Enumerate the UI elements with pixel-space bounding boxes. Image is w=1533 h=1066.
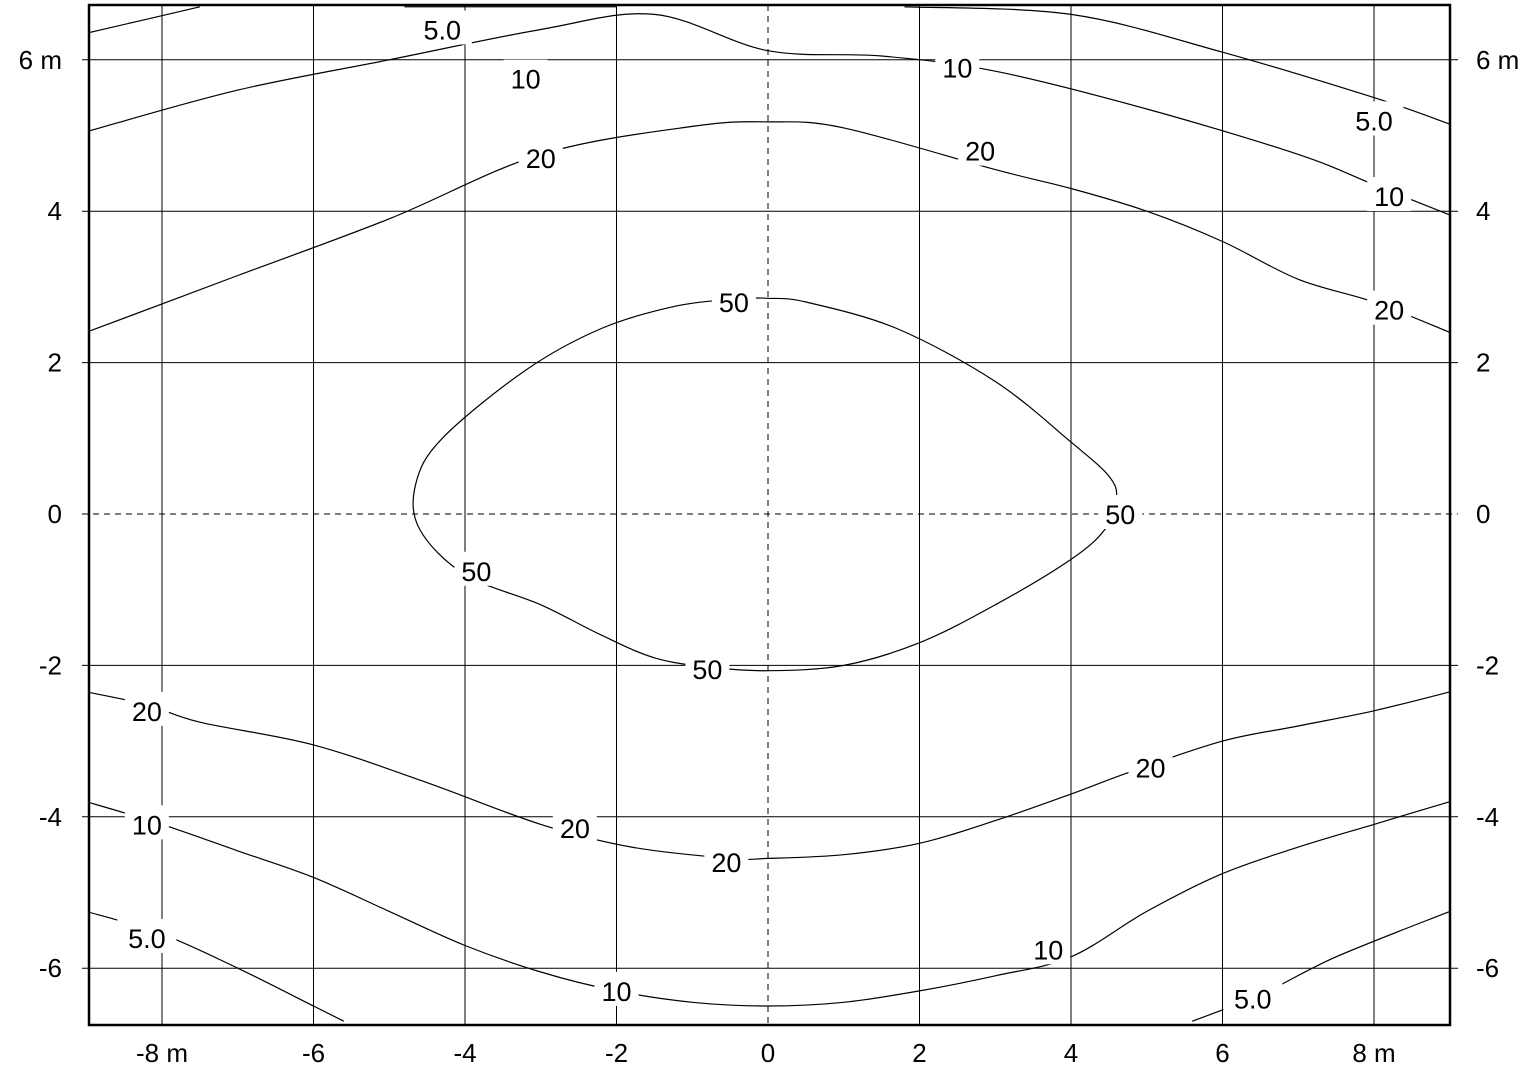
y-tick-label-right: -6 xyxy=(1476,953,1499,983)
contour-line-5-0 xyxy=(89,6,201,34)
contour-label-bg xyxy=(124,805,169,840)
contour-label: 10 xyxy=(511,65,541,95)
x-tick-label: 8 m xyxy=(1352,1038,1395,1066)
contour-label: 10 xyxy=(1374,182,1404,212)
contour-line-10 xyxy=(89,801,1450,1007)
y-tick-label-left: 0 xyxy=(48,499,62,529)
contour-line-20 xyxy=(89,121,1450,333)
contour-label-bg xyxy=(412,10,472,45)
y-tick-label-right: 2 xyxy=(1476,348,1490,378)
contour-labels: 5.0 10 10 5.0 20 20 10 20 50 50 50 50 20 20 10 20 20 5.0 1… xyxy=(117,10,1412,1014)
x-tick-label: 2 xyxy=(912,1038,926,1066)
contour-label: 50 xyxy=(692,655,722,685)
contour-label-bg xyxy=(935,48,980,83)
contour-label-bg xyxy=(685,650,730,685)
contour-label-bg xyxy=(1344,101,1404,136)
contour-label-bg xyxy=(503,59,548,94)
contour-line-50 xyxy=(412,297,1118,672)
contour-label: 20 xyxy=(711,848,741,878)
contour-label-bg xyxy=(124,691,169,726)
contour-label-bg xyxy=(704,843,749,878)
contour-label: 20 xyxy=(965,137,995,167)
contour-label: 20 xyxy=(132,697,162,727)
contour-label-bg xyxy=(958,131,1003,166)
y-tick-label-right: -4 xyxy=(1476,802,1499,832)
contour-label-bg xyxy=(1367,177,1412,212)
x-tick-label: -8 m xyxy=(136,1038,188,1066)
grid-lines xyxy=(82,5,1458,1025)
contour-label: 20 xyxy=(1374,296,1404,326)
contour-label: 10 xyxy=(1033,935,1063,965)
y-tick-label-right: -2 xyxy=(1476,650,1499,680)
contour-label-bg xyxy=(454,551,499,586)
contour-lines xyxy=(89,6,1450,1022)
contour-label: 10 xyxy=(132,810,162,840)
contour-label: 50 xyxy=(461,557,491,587)
plot-frame xyxy=(87,3,1452,1027)
y-tick-label-left: 2 xyxy=(48,348,62,378)
contour-label: 10 xyxy=(601,977,631,1007)
contour-label: 20 xyxy=(526,144,556,174)
contour-label: 5.0 xyxy=(128,924,166,954)
contour-label-bg xyxy=(1223,979,1283,1014)
contour-label-bg xyxy=(711,283,756,318)
contour-label: 5.0 xyxy=(1234,984,1272,1014)
y-tick-label-left: -4 xyxy=(39,802,62,832)
contour-line-10 xyxy=(89,13,1450,216)
contour-label-bg xyxy=(1026,930,1071,965)
y-tick-label-right: 0 xyxy=(1476,499,1490,529)
y-tick-label-left: -6 xyxy=(39,953,62,983)
x-tick-label: -2 xyxy=(605,1038,628,1066)
contour-label: 20 xyxy=(1136,754,1166,784)
contour-label: 5.0 xyxy=(1355,106,1393,136)
contour-label-bg xyxy=(1098,495,1143,529)
contour-label: 50 xyxy=(1105,500,1135,530)
contour-label-bg xyxy=(1128,748,1173,783)
contour-label-bg xyxy=(1367,290,1412,325)
contour-line-20 xyxy=(89,691,1450,861)
y-tick-label-right: 4 xyxy=(1476,196,1490,226)
y-tick-label-left: 6 m xyxy=(19,45,62,75)
contour-label-bg xyxy=(117,918,177,953)
y-tick-label-left: 4 xyxy=(48,196,62,226)
contour-label: 50 xyxy=(719,288,749,318)
x-tick-label: -4 xyxy=(453,1038,476,1066)
contour-label: 10 xyxy=(942,53,972,83)
contour-label-bg xyxy=(552,809,597,844)
contour-label: 5.0 xyxy=(424,16,462,46)
contour-label: 20 xyxy=(560,814,590,844)
contour-label-bg xyxy=(594,971,639,1006)
contour-label-bg xyxy=(518,139,563,174)
x-tick-label: 6 xyxy=(1215,1038,1229,1066)
contour-line-5-0 xyxy=(904,6,1450,125)
y-tick-label-left: -2 xyxy=(39,650,62,680)
x-tick-label: 4 xyxy=(1064,1038,1078,1066)
x-tick-label: 0 xyxy=(761,1038,775,1066)
x-tick-label: -6 xyxy=(302,1038,325,1066)
y-tick-label-right: 6 m xyxy=(1476,45,1519,75)
